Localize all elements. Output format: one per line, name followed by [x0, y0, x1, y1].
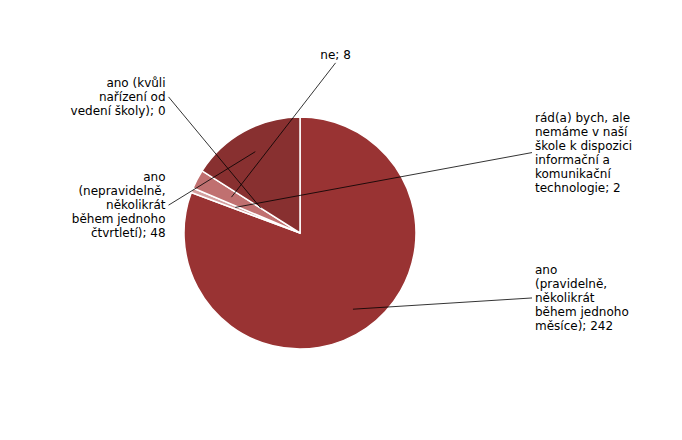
svg-text:rád(a) bych, alenemáme v našíš: rád(a) bych, alenemáme v našíškole k dis…: [535, 111, 632, 195]
svg-text:ne; 8: ne; 8: [320, 48, 350, 62]
svg-text:ano(pravidelně,několikrátběhem: ano(pravidelně,několikrátběhem jednohomě…: [535, 263, 629, 333]
svg-text:ano (kvůlinařízení odvedení šk: ano (kvůlinařízení odvedení školy); 0: [71, 76, 166, 118]
svg-text:ano(nepravidelně,několikrátběh: ano(nepravidelně,několikrátběhem jednoho…: [72, 170, 166, 240]
